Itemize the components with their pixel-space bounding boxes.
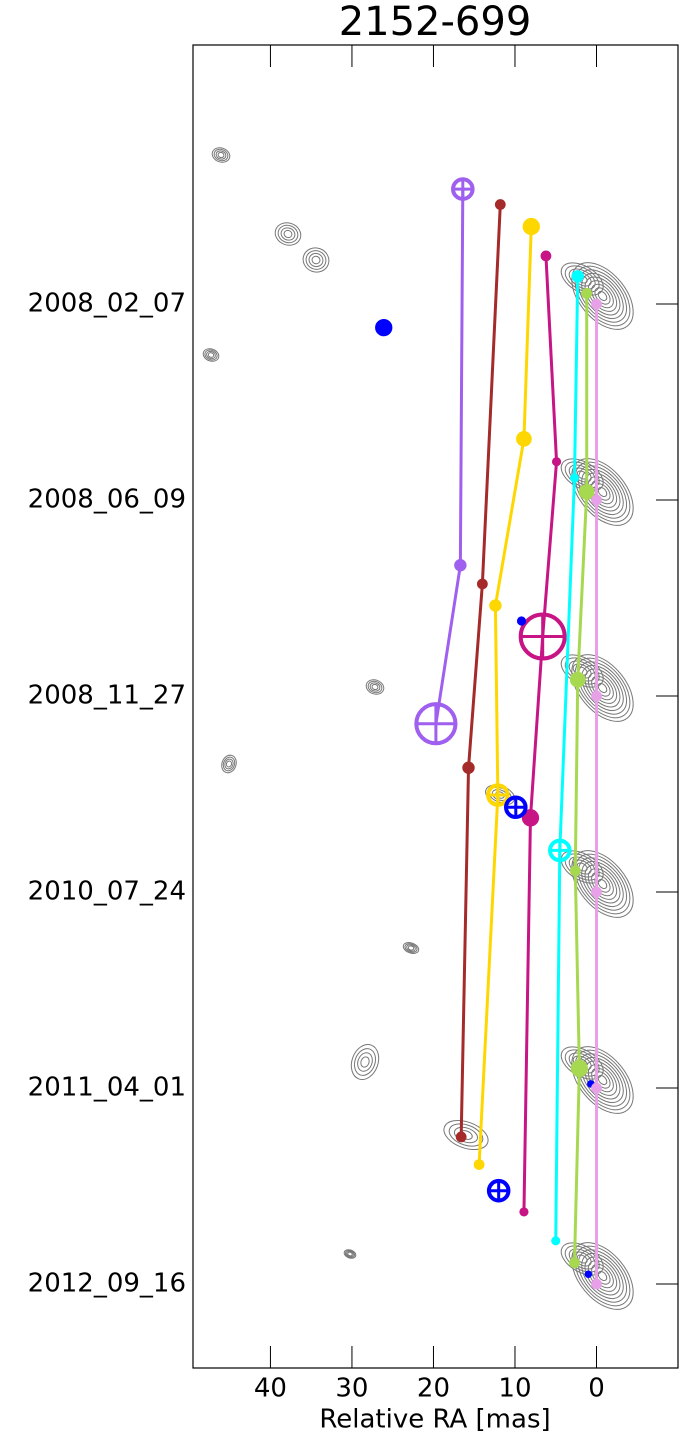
x-axis-label: Relative RA [mas] [319,1405,550,1435]
component [570,866,580,876]
contour [221,756,236,773]
track-line [578,492,587,680]
component [592,1083,602,1093]
contour [560,643,645,732]
component [523,218,539,234]
contour [208,352,215,358]
contour [578,663,627,714]
page: 2152-699 Relative RA [mas] 40 30 20 10 0 2008… [0,0,687,1443]
plot-layer: 40 30 20 10 0 2008_02_07 2008_06_09 2008_11_27 2… [28,45,678,1404]
x-tick-label: 40 [254,1374,287,1404]
component [517,617,525,625]
x-tick-label: 20 [417,1374,450,1404]
contour [219,753,238,775]
contour [359,1056,370,1069]
chart-title: 2152-699 [339,0,532,45]
track-line [460,189,462,565]
contour [204,348,219,361]
track-line [543,462,557,637]
contour [351,1046,379,1079]
component [474,1160,484,1170]
contour [371,684,378,691]
component [592,1279,602,1289]
chart: 2152-699 Relative RA [mas] 40 30 20 10 0 2008… [0,0,687,1439]
contour [226,760,233,767]
contour [272,219,304,249]
track-line [495,606,497,795]
contour [560,1035,645,1124]
contour [279,226,296,242]
contour [560,839,645,928]
component [579,485,594,500]
contour [367,679,384,694]
component [552,1237,560,1245]
y-tick-label: 2008_02_07 [28,289,186,319]
contour [569,849,636,919]
x-tick-label: 0 [588,1374,605,1404]
contour [402,941,420,956]
component [572,271,583,282]
component [477,579,487,589]
component [456,1132,466,1142]
component [592,299,602,309]
track-line [560,478,575,850]
component [376,319,392,335]
track-line [524,818,531,1212]
contour [201,347,220,364]
component [517,432,532,447]
track-line [556,850,560,1240]
y-tick-label: 2012_09_16 [28,1269,186,1299]
component [570,672,585,687]
contour [300,244,333,275]
track-line [524,227,531,439]
contour [569,1241,636,1311]
component [570,1258,580,1268]
component [592,691,602,701]
component [463,762,474,773]
component [490,600,501,611]
x-tick-label: 30 [335,1374,368,1404]
component [592,887,602,897]
track-line [479,795,498,1165]
track-line [546,256,557,462]
component [552,458,560,466]
component [541,251,551,261]
component [570,474,578,482]
contour [404,942,418,954]
track-line [575,680,577,871]
y-tick-label: 2008_11_27 [28,681,186,711]
track-line [495,439,524,606]
y-tick-label: 2010_07_24 [28,877,186,907]
contour [210,145,232,164]
component [520,1208,528,1216]
y-tick-label: 2008_06_09 [28,485,186,515]
track-line [574,276,577,478]
contour [213,147,230,162]
contour [311,255,321,265]
track-line [530,636,542,817]
contour [578,859,627,910]
component [585,1271,592,1278]
component [495,200,505,210]
y-tick-label: 2011_04_01 [28,1073,186,1103]
component [582,289,592,299]
track-line [575,871,579,1069]
component [592,495,602,505]
contour [347,1041,384,1084]
track-line [574,1068,579,1262]
contour [560,251,645,340]
contour [283,229,293,238]
contour [217,152,224,159]
contour [307,251,325,268]
contour [364,677,386,696]
component [571,1060,587,1076]
component [455,560,466,571]
track-line [469,584,483,768]
track-line [461,768,468,1137]
track-line [482,205,500,584]
contour [578,1055,627,1106]
contour [560,1231,645,1320]
track-line [436,565,460,724]
x-tick-label: 10 [498,1374,531,1404]
